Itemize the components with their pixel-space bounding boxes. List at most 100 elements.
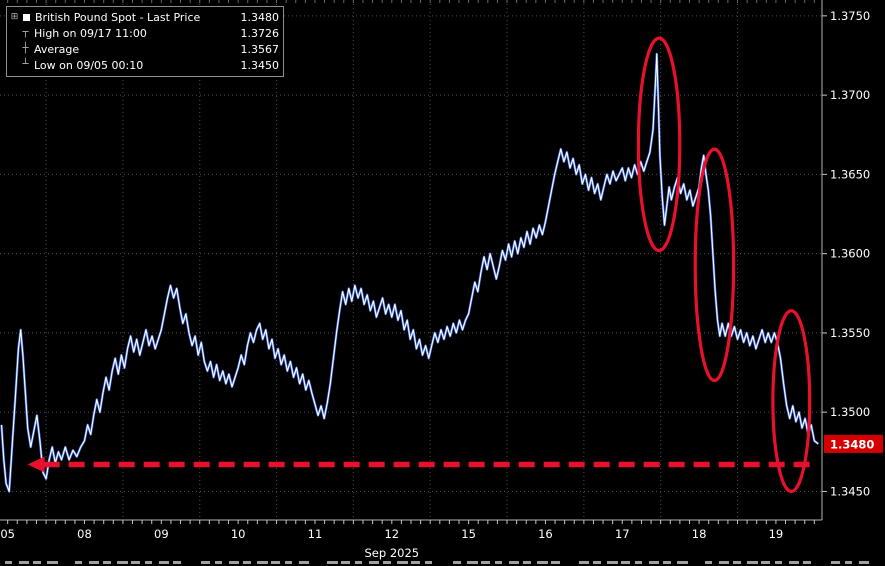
- cropped-ticker-mark: [215, 561, 222, 564]
- legend-low-value: 1.3450: [240, 58, 280, 72]
- cropped-ticker-mark: [649, 561, 659, 564]
- cropped-ticker-mark: [663, 561, 671, 564]
- legend-low-label: Low on 09/05 00:10: [34, 58, 144, 72]
- cropped-ticker-mark: [173, 561, 181, 564]
- highlight-ellipse: [693, 147, 736, 383]
- x-axis-tick-label: 10: [231, 527, 246, 541]
- cropped-ticker-mark: [411, 561, 420, 564]
- cropped-ticker-mark: [33, 561, 41, 564]
- cropped-ticker-mark: [509, 561, 519, 564]
- cropped-ticker-mark: [369, 561, 379, 564]
- cropped-ticker-mark: [299, 561, 309, 564]
- cropped-ticker-mark: [467, 561, 478, 564]
- cropped-ticker-mark: [327, 561, 338, 564]
- cropped-ticker-mark: [705, 561, 712, 564]
- cropped-ticker-mark: [89, 561, 99, 564]
- cropped-ticker-mark: [747, 561, 758, 564]
- x-axis-tick-label: 09: [154, 527, 169, 541]
- cropped-ticker-mark: [789, 561, 799, 564]
- legend-high-value: 1.3726: [240, 26, 280, 40]
- legend-high-label: High on 09/17 11:00: [34, 26, 147, 40]
- y-axis-tick-label: 1.3700: [830, 88, 870, 102]
- cropped-ticker-mark: [159, 561, 169, 564]
- cropped-ticker-mark: [719, 561, 729, 564]
- cropped-ticker-mark: [397, 561, 408, 564]
- chart-legend: ⊞ British Pound Spot - Last Price 1.3480…: [6, 6, 284, 77]
- last-price-label-bg: [824, 434, 883, 453]
- cropped-ticker-mark: [229, 561, 239, 564]
- y-axis-tick-label: 1.3550: [830, 326, 870, 340]
- legend-expander-icon[interactable]: ⊞: [10, 12, 19, 22]
- x-axis-tick-label: 12: [384, 527, 399, 541]
- y-axis-tick-label: 1.3450: [830, 484, 870, 498]
- cropped-ticker-mark: [775, 561, 782, 564]
- dashed-arrow-head: [27, 456, 45, 473]
- cropped-ticker-mark: [845, 561, 852, 564]
- cropped-ticker-mark: [607, 561, 618, 564]
- average-marker-icon: ┼: [22, 43, 29, 54]
- cropped-ticker-mark: [481, 561, 490, 564]
- cropped-ticker-mark: [803, 561, 811, 564]
- high-marker-icon: ┬: [22, 27, 29, 38]
- x-axis-tick-label: 17: [615, 527, 630, 541]
- cropped-ticker-mark: [495, 561, 502, 564]
- price-line: [0, 53, 819, 493]
- legend-average-label: Average: [34, 42, 80, 56]
- cropped-ticker-mark: [733, 561, 741, 564]
- x-axis-tick-label: 19: [769, 527, 784, 541]
- x-axis-tick-label: 15: [461, 527, 476, 541]
- legend-last-price-value: 1.3480: [240, 10, 280, 24]
- cropped-ticker-mark: [271, 561, 280, 564]
- y-axis-tick-label: 1.3750: [830, 9, 870, 23]
- cropped-ticker-mark: [677, 561, 688, 564]
- x-axis-title: Sep 2025: [364, 546, 419, 560]
- x-axis-tick-label: 08: [77, 527, 92, 541]
- cropped-ticker-mark: [201, 561, 210, 564]
- y-axis-tick-label: 1.3650: [830, 167, 870, 181]
- last-price-label: 1.3480: [830, 437, 874, 451]
- cropped-ticker-mark: [131, 561, 140, 564]
- cropped-ticker-mark: [635, 561, 642, 564]
- cropped-ticker-mark: [621, 561, 630, 564]
- highlight-ellipse: [636, 36, 682, 253]
- cropped-ticker-mark: [145, 561, 152, 564]
- cropped-ticker-mark: [47, 561, 58, 564]
- cropped-ticker-mark: [285, 561, 292, 564]
- x-axis-tick-label: 05: [0, 527, 15, 541]
- cropped-ticker-mark: [341, 561, 350, 564]
- cropped-ticker-mark: [117, 561, 128, 564]
- cropped-ticker-mark: [831, 561, 840, 564]
- cropped-ticker-mark: [243, 561, 251, 564]
- cropped-ticker-mark: [551, 561, 560, 564]
- cropped-ticker-mark: [453, 561, 461, 564]
- x-axis-tick-label: 18: [692, 527, 707, 541]
- x-axis-tick-label: 11: [308, 527, 323, 541]
- legend-row-high[interactable]: ┬ High on 09/17 11:00 1.3726: [10, 25, 279, 41]
- highlight-ellipse: [771, 309, 812, 494]
- cropped-ticker-mark: [257, 561, 268, 564]
- cropped-ticker-mark: [593, 561, 601, 564]
- legend-row-last-price[interactable]: ⊞ British Pound Spot - Last Price 1.3480: [10, 9, 279, 25]
- legend-row-average[interactable]: ┼ Average 1.3567: [10, 41, 279, 57]
- cropped-ticker-mark: [537, 561, 548, 564]
- legend-series-label: British Pound Spot - Last Price: [35, 10, 201, 24]
- cropped-ticker-mark: [19, 561, 29, 564]
- cropped-ticker-mark: [859, 561, 869, 564]
- cropped-ticker-mark: [103, 561, 111, 564]
- legend-average-value: 1.3567: [240, 42, 280, 56]
- cropped-ticker-mark: [425, 561, 432, 564]
- cropped-ticker-mark: [523, 561, 531, 564]
- legend-row-low[interactable]: ┴ Low on 09/05 00:10 1.3450: [10, 57, 279, 73]
- cropped-ticker-mark: [355, 561, 362, 564]
- x-axis-tick-label: 16: [538, 527, 553, 541]
- y-axis-tick-label: 1.3600: [830, 247, 870, 261]
- cropped-ticker-mark: [761, 561, 770, 564]
- cropped-ticker-mark: [383, 561, 391, 564]
- cropped-ticker-mark: [5, 561, 12, 564]
- series-marker-icon: [23, 13, 30, 21]
- low-marker-icon: ┴: [22, 59, 29, 70]
- cropped-ticker-mark: [75, 561, 82, 564]
- cropped-ticker-mark: [579, 561, 589, 564]
